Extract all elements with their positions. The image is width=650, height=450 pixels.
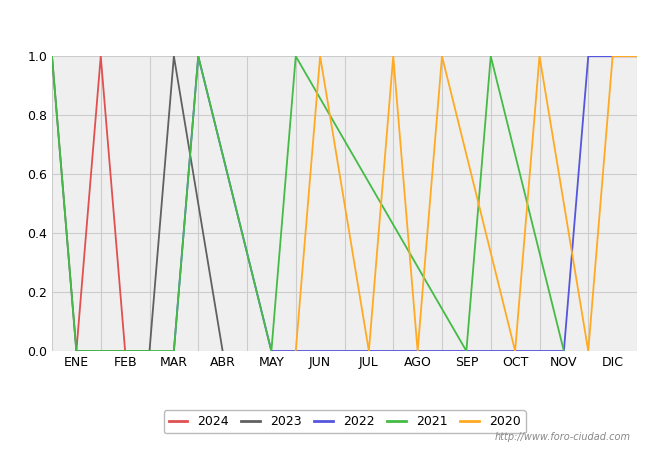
2021 [268,348,276,354]
2020 [413,348,421,354]
2024 [121,348,129,354]
2021 [292,54,300,59]
2020 [292,348,300,354]
Line: 2022: 2022 [174,56,637,351]
2020 [633,54,641,59]
2020 [511,348,519,354]
2020 [608,54,616,59]
2023 [146,348,153,354]
2021 [48,54,56,59]
2022 [633,54,641,59]
Line: 2021: 2021 [52,56,564,351]
Legend: 2024, 2023, 2022, 2021, 2020: 2024, 2023, 2022, 2021, 2020 [164,410,525,433]
2021 [560,348,568,354]
2020 [389,54,397,59]
2024 [97,54,105,59]
2022 [194,54,202,59]
2022 [584,54,592,59]
Line: 2024: 2024 [77,56,125,351]
Text: http://www.foro-ciudad.com: http://www.foro-ciudad.com [495,432,630,442]
2023 [170,54,178,59]
2021 [194,54,202,59]
2024 [72,348,81,354]
2021 [463,348,471,354]
2022 [560,348,568,354]
2021 [170,348,178,354]
2021 [72,348,81,354]
Line: 2023: 2023 [52,56,222,351]
2022 [170,348,178,354]
2023 [218,348,227,354]
2020 [584,348,592,354]
Text: Matriculaciones de Vehiculos en Soliedra: Matriculaciones de Vehiculos en Soliedra [155,14,495,33]
2020 [536,54,543,59]
2021 [487,54,495,59]
2020 [316,54,324,59]
2020 [365,348,373,354]
2022 [268,348,276,354]
2023 [72,348,81,354]
Line: 2020: 2020 [296,56,637,351]
2023 [48,54,56,59]
2020 [438,54,446,59]
